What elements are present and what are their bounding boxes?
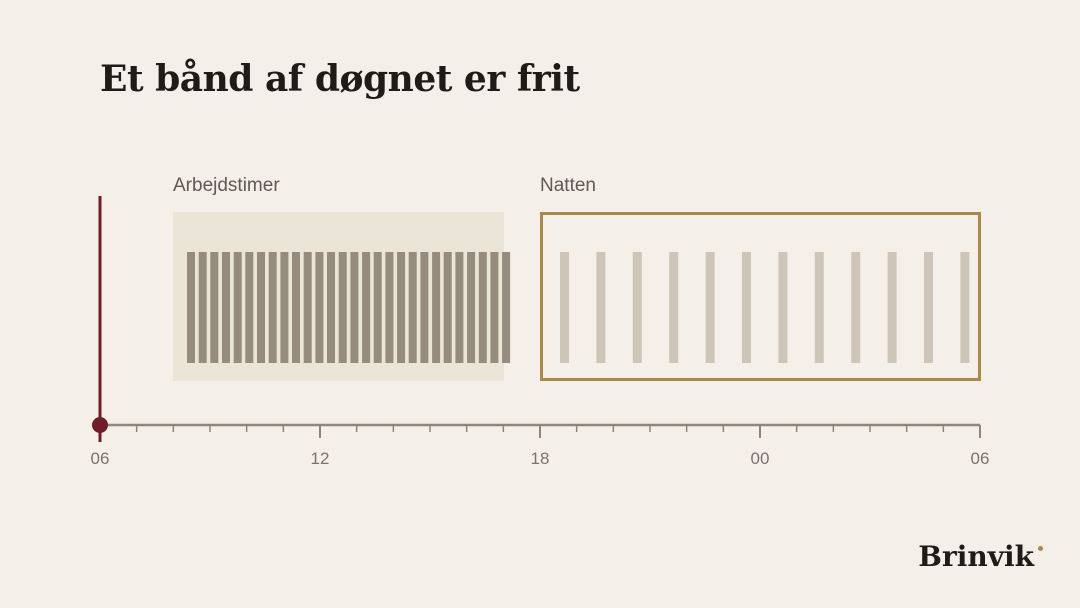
night-stripe: [960, 252, 970, 363]
work-stripe: [268, 252, 277, 363]
night-stripes: [560, 252, 970, 363]
now-marker-dot: [92, 417, 108, 433]
night-stripe: [924, 252, 933, 363]
night-block: [540, 212, 981, 381]
work-stripe: [187, 252, 195, 363]
tick-label-06-start: 06: [91, 449, 110, 468]
work-stripe: [280, 252, 289, 363]
work-stripe: [257, 252, 265, 363]
work-hours-label: Arbejdstimer: [173, 175, 280, 196]
night-stripe: [887, 252, 897, 363]
work-stripe: [502, 252, 511, 363]
tick-label-18: 18: [531, 449, 550, 468]
brand-logo: Brinvik: [918, 540, 1034, 573]
work-stripe: [385, 252, 394, 363]
work-stripe: [338, 252, 347, 363]
work-stripe: [490, 252, 499, 363]
work-stripe: [420, 252, 429, 363]
work-stripe: [245, 252, 254, 363]
work-stripe: [292, 252, 300, 363]
work-stripe: [455, 252, 464, 363]
work-stripe: [327, 252, 335, 363]
work-stripe: [303, 252, 312, 363]
night-stripe: [705, 252, 715, 363]
work-stripe: [467, 252, 476, 363]
night-stripe: [814, 252, 824, 363]
night-stripe: [742, 252, 751, 363]
work-stripe: [315, 252, 324, 363]
work-stripe: [408, 252, 417, 363]
night-stripe: [560, 252, 569, 363]
work-stripe: [233, 252, 242, 363]
work-stripe: [478, 252, 487, 363]
work-stripe: [373, 252, 382, 363]
night-stripe: [596, 252, 606, 363]
work-stripe: [222, 252, 230, 363]
night-stripe: [632, 252, 642, 363]
axis-ticks: [99, 425, 981, 438]
work-stripe: [198, 252, 207, 363]
tick-label-06-end: 06: [971, 449, 990, 468]
night-stripe: [851, 252, 861, 363]
work-stripe: [350, 252, 359, 363]
work-stripe: [210, 252, 219, 363]
night-label: Natten: [540, 175, 596, 196]
work-hours-stripes: [187, 252, 511, 363]
night-stripe: [669, 252, 679, 363]
work-stripe: [397, 252, 406, 363]
work-stripe: [432, 252, 441, 363]
tick-label-12: 12: [311, 449, 330, 468]
page-title: Et bånd af døgnet er frit: [100, 58, 580, 100]
tick-label-00: 00: [751, 449, 770, 468]
work-stripe: [443, 252, 452, 363]
work-stripe: [362, 252, 371, 363]
brand-logo-dot: [1038, 546, 1043, 551]
night-stripe: [778, 252, 788, 363]
